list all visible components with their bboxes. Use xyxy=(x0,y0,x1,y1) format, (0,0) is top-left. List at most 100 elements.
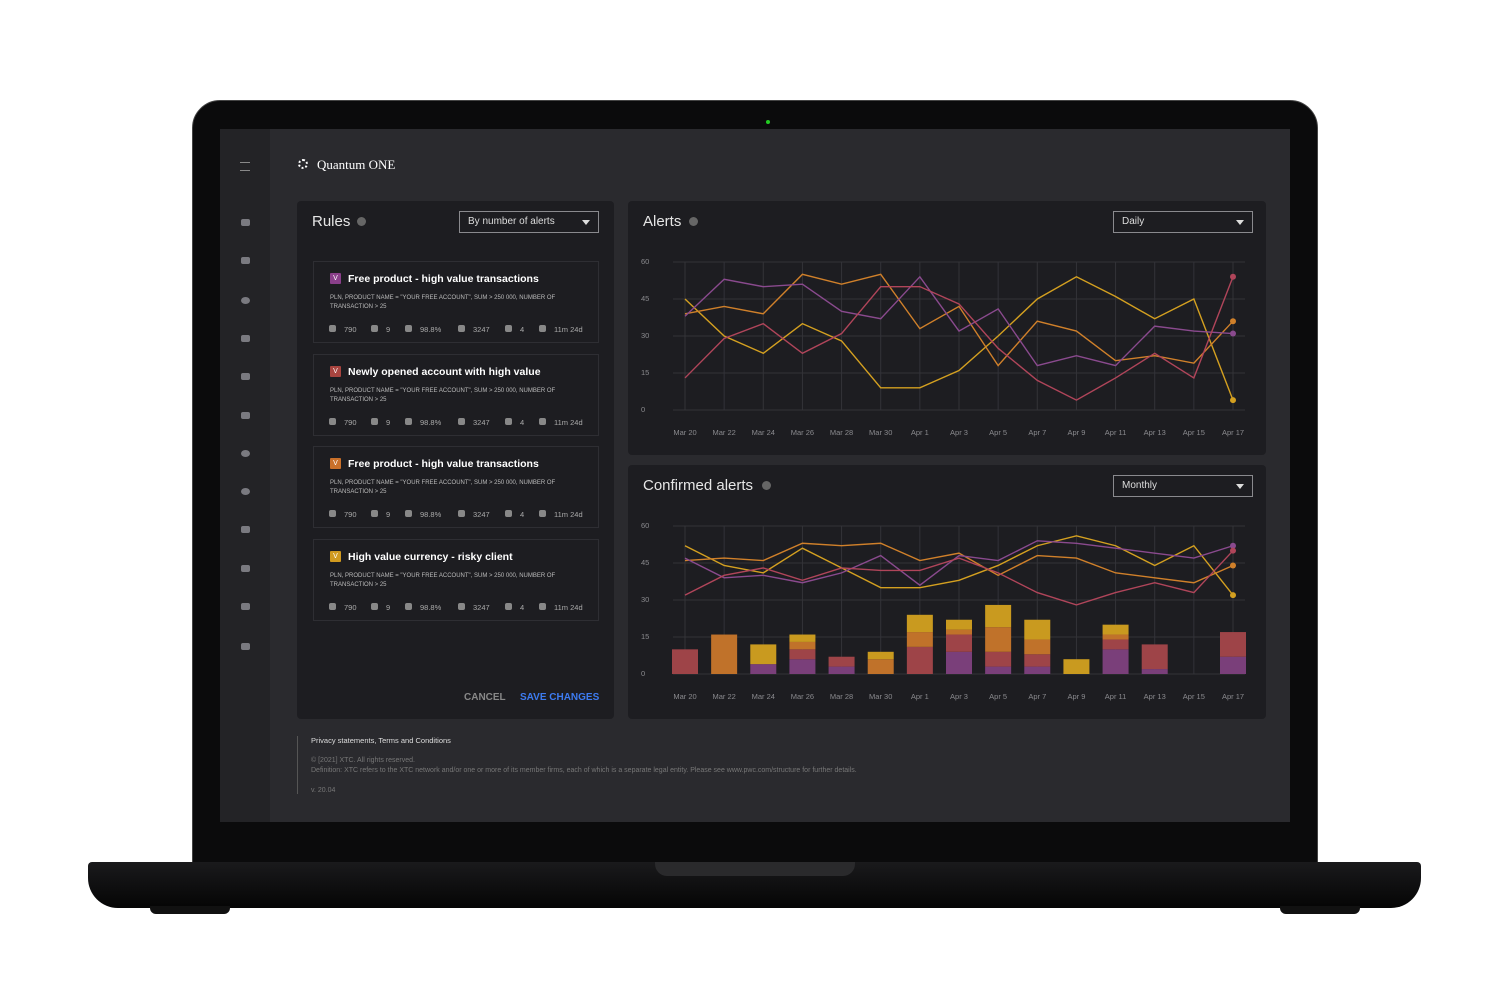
rule-description: PLN, PRODUCT NAME = "YOUR FREE ACCOUNT",… xyxy=(330,295,556,310)
bar-segment xyxy=(789,659,816,674)
nav-icon[interactable] xyxy=(241,565,250,572)
line xyxy=(684,273,1234,367)
stat-icon xyxy=(505,417,512,425)
stat-icon xyxy=(505,325,512,332)
dropdown[interactable]: Daily xyxy=(1113,211,1253,233)
x-tick-label: Apr 15 xyxy=(1183,692,1205,701)
nav-icon[interactable] xyxy=(241,257,250,264)
stat: 9 xyxy=(386,602,391,612)
x-tick-label: Mar 20 xyxy=(673,692,696,701)
rule-title: High value currency - risky client xyxy=(348,550,513,563)
x-tick-label: Mar 24 xyxy=(752,428,775,437)
stat: 790 xyxy=(344,417,357,427)
settings-icon[interactable] xyxy=(762,481,771,490)
stat: 790 xyxy=(344,510,357,519)
nav-icon[interactable] xyxy=(241,488,250,495)
bar-segment xyxy=(750,664,777,674)
line xyxy=(684,540,1234,587)
bar-segment xyxy=(867,659,894,674)
end-point xyxy=(1230,397,1236,404)
bar-segment xyxy=(1102,624,1129,635)
rule-card[interactable]: V Free product - high value transactions P… xyxy=(313,446,599,528)
nav-icon[interactable] xyxy=(241,297,250,304)
cancel-button[interactable]: CANCEL xyxy=(464,692,506,703)
rule-card[interactable]: V Free product - high value transactions P… xyxy=(313,261,599,343)
x-tick-label: Mar 22 xyxy=(712,428,735,437)
rule-card[interactable]: V High value currency - risky client PLN, … xyxy=(313,538,599,621)
y-tick-label: 60 xyxy=(641,521,649,530)
nav-icon[interactable] xyxy=(241,219,250,226)
bar-segment xyxy=(906,646,933,674)
app-title: Quantum ONE xyxy=(317,157,396,172)
bar-segment xyxy=(750,644,777,665)
settings-icon[interactable] xyxy=(689,217,698,226)
y-tick-label: 30 xyxy=(641,331,649,340)
stat-icon xyxy=(371,325,378,332)
save-button[interactable]: SAVE CHANGES xyxy=(520,692,600,703)
x-tick-label: Apr 1 xyxy=(911,428,929,437)
foot-right xyxy=(1280,906,1360,914)
y-tick-label: 15 xyxy=(641,632,649,641)
bar-segment xyxy=(946,651,972,674)
rules-panel: Rules By number of alerts CANCEL SAVE CH… xyxy=(297,201,614,719)
stat: 11m 24d xyxy=(554,325,583,334)
nav-icon[interactable] xyxy=(241,643,250,650)
rule-title: Newly opened account with high value xyxy=(348,365,541,378)
nav-icon[interactable] xyxy=(241,526,250,533)
x-tick-label: Mar 22 xyxy=(712,692,735,701)
stat: 4 xyxy=(520,417,525,427)
bar-segment xyxy=(711,634,738,674)
laptop-notch xyxy=(655,862,855,876)
x-tick-label: Apr 5 xyxy=(989,428,1007,437)
stat-icon xyxy=(539,602,546,610)
bar-segment xyxy=(906,632,933,647)
x-tick-label: Apr 9 xyxy=(1067,692,1085,701)
x-tick-label: Apr 11 xyxy=(1105,428,1127,437)
x-tick-label: Apr 7 xyxy=(1028,692,1046,701)
end-point xyxy=(1230,562,1236,569)
logo-mark xyxy=(298,159,308,169)
stat-icon xyxy=(371,417,378,425)
nav-icon[interactable] xyxy=(241,335,250,342)
x-tick-label: Apr 13 xyxy=(1144,692,1166,701)
bar-segment xyxy=(946,629,972,635)
nav-icon[interactable] xyxy=(241,412,250,419)
x-tick-label: Apr 1 xyxy=(911,692,929,701)
bar-segment xyxy=(1063,659,1090,674)
line xyxy=(684,275,1234,367)
stat-icon xyxy=(405,510,412,517)
x-tick-label: Apr 13 xyxy=(1144,428,1166,437)
x-tick-label: Apr 17 xyxy=(1222,428,1244,437)
stat: 9 xyxy=(386,510,391,519)
stat-icon xyxy=(371,602,378,610)
nav-icon[interactable] xyxy=(241,450,250,457)
rule-description: PLN, PRODUCT NAME = "YOUR FREE ACCOUNT",… xyxy=(330,387,556,403)
bar-segment xyxy=(672,649,698,674)
nav-icon[interactable] xyxy=(241,373,250,380)
stat: 790 xyxy=(344,325,357,334)
stat: 98.8% xyxy=(420,417,442,427)
menu-button[interactable] xyxy=(240,162,250,171)
stat-icon xyxy=(458,602,465,610)
bar-segment xyxy=(906,614,933,633)
stat: 4 xyxy=(520,325,525,334)
bar-segment xyxy=(1220,656,1246,674)
stat-icon xyxy=(539,417,546,425)
dropdown[interactable]: By number of alerts xyxy=(459,211,599,233)
footer-links[interactable]: Privacy statements, Terms and Conditions xyxy=(311,736,451,745)
x-tick-label: Apr 7 xyxy=(1028,428,1046,437)
end-point xyxy=(1230,330,1236,337)
line xyxy=(684,276,1234,401)
dropdown[interactable]: Monthly xyxy=(1113,475,1253,497)
rule-title: Free product - high value transactions xyxy=(348,273,539,285)
rule-card[interactable]: V Newly opened account with high value PLN… xyxy=(313,353,599,436)
badge: V xyxy=(330,365,341,377)
stat-icon xyxy=(505,510,512,517)
nav-icon[interactable] xyxy=(241,603,250,610)
bar-segment xyxy=(985,651,1012,667)
x-tick-label: Apr 17 xyxy=(1222,692,1244,701)
bar-segment xyxy=(1102,634,1129,640)
footer-rule xyxy=(297,736,298,794)
stat: 3247 xyxy=(473,417,490,427)
settings-icon[interactable] xyxy=(357,217,366,226)
